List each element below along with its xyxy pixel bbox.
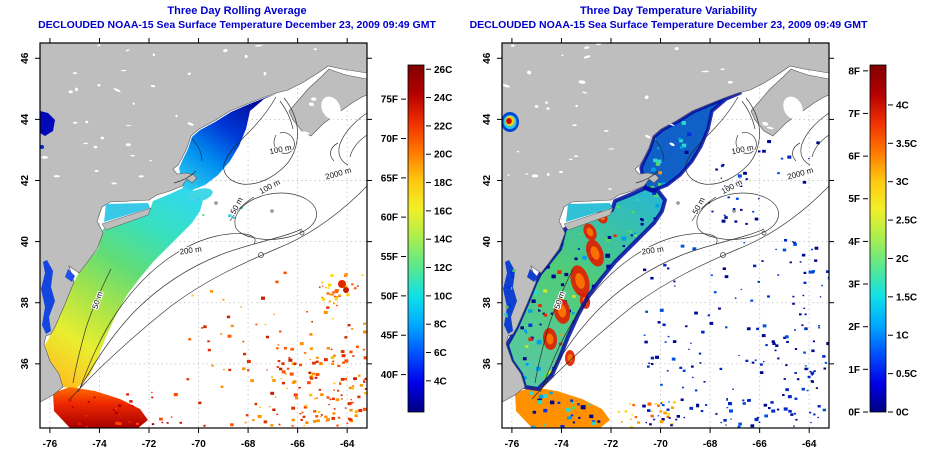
colorbar-c-label: 16C [434, 206, 452, 217]
colorbar-c-label: 1C [896, 331, 909, 342]
x-tick-label: -64 [802, 439, 817, 450]
bathymetry-contours [69, 96, 367, 400]
colorbar-gradient [869, 64, 887, 413]
land [502, 43, 829, 403]
sst-field [45, 93, 367, 428]
x-tick-label: -68 [703, 439, 718, 450]
panel-title: Three Day Rolling Average [167, 5, 307, 17]
colorbar: 8F 7F 6F 5F 4F 3F 2F 1F 0F 4C 3.5C 3C 2.5C 2C 1.5C 1C 0.… [848, 64, 917, 419]
x-tick-label: -72 [142, 439, 157, 450]
panel-subtitle: DECLOUDED NOAA-15 Sea Surface Temperatur… [469, 19, 868, 31]
y-tick-label: 44 [20, 113, 31, 125]
colorbar-f-label: 40F [381, 370, 398, 381]
colorbar-f-label: 0F [848, 408, 860, 419]
estuaries-sst [502, 112, 612, 334]
colorbar-c-label: 10C [434, 291, 452, 302]
colorbar-f-label: 55F [381, 252, 398, 263]
contour-label: 200 m [179, 244, 203, 256]
lake [321, 96, 341, 120]
colorbar-f-label: 1F [848, 365, 860, 376]
colorbar-c-label: 26C [434, 65, 452, 76]
colorbar-f-label: 60F [381, 213, 398, 224]
y-tick-label: 40 [482, 236, 493, 248]
colorbar-c-label: 0.5C [896, 369, 917, 380]
colorbar-f-label: 45F [381, 331, 398, 342]
y-tick-label: 42 [482, 175, 493, 187]
axis-tick-labels: -76 -74 -72 -70 -68 -66 -64 46 44 42 40 38 36 [20, 52, 355, 450]
colorbar-f-label: 5F [848, 194, 860, 205]
colorbar-c-label: 4C [896, 100, 909, 111]
land-lakes-flecks [502, 43, 782, 190]
x-tick-label: -66 [290, 439, 305, 450]
x-tick-label: -66 [752, 439, 767, 450]
colorbar-c-label: 4C [434, 376, 447, 387]
x-tick-label: -68 [241, 439, 256, 450]
land-lakes-flecks [41, 44, 317, 189]
colorbar-c-label: 6C [434, 348, 447, 359]
y-tick-label: 46 [482, 52, 493, 64]
colorbar-f-label: 8F [848, 66, 860, 77]
y-tick-label: 38 [482, 297, 493, 309]
panel-title: Three Day Temperature Variability [579, 5, 758, 17]
colorbar-c-label: 0C [896, 408, 909, 419]
colorbar-c-label: 2.5C [896, 216, 917, 227]
colorbar-f-label: 75F [381, 95, 398, 106]
colorbar: 75F 70F 65F 60F 55F 50F 45F 40F 26C 24C 22C 20C 18C 1… [381, 64, 452, 413]
panel-subtitle: DECLOUDED NOAA-15 Sea Surface Temperatur… [38, 19, 436, 31]
y-tick-label: 44 [482, 113, 493, 125]
x-tick-label: -70 [653, 439, 668, 450]
panel-rolling-average: Three Day Rolling Average DECLOUDED NOAA… [20, 5, 452, 450]
plot-border [501, 42, 830, 429]
y-tick-label: 36 [482, 358, 493, 370]
axis-tick-labels: -76 -74 -72 -70 -68 -66 -64 46 44 42 40 38 36 [482, 52, 817, 450]
colorbar-gradient [407, 64, 425, 413]
colorbar-f-label: 70F [381, 134, 398, 145]
colorbar-f-label: 3F [848, 280, 860, 291]
bathymetry-contours [531, 96, 829, 400]
x-tick-label: -76 [43, 439, 58, 450]
colorbar-c-label: 1.5C [896, 292, 917, 303]
colorbar-c-label: 22C [434, 121, 452, 132]
colorbar-c-label: 24C [434, 93, 452, 104]
x-tick-label: -72 [604, 439, 619, 450]
estuaries-sst [40, 111, 150, 334]
y-tick-label: 42 [20, 175, 31, 187]
colorbar-c-label: 20C [434, 150, 452, 161]
colorbar-c-label: 14C [434, 235, 452, 246]
colorbar-f-label: 2F [848, 322, 860, 333]
x-tick-label: -64 [340, 439, 355, 450]
x-tick-label: -70 [191, 439, 206, 450]
contour-label: 200 m [641, 244, 665, 256]
lake [783, 96, 803, 120]
y-tick-label: 38 [20, 297, 31, 309]
y-tick-label: 40 [20, 236, 31, 248]
colorbar-c-label: 2C [896, 254, 909, 265]
x-tick-label: -76 [505, 439, 520, 450]
colorbar-f-label: 7F [848, 109, 860, 120]
y-tick-label: 36 [20, 358, 31, 370]
x-tick-label: -74 [92, 439, 107, 450]
colorbar-f-label: 4F [848, 237, 860, 248]
x-tick-label: -74 [554, 439, 569, 450]
axes [497, 38, 834, 433]
panel-variability: Three Day Temperature Variability DECLOU… [462, 0, 950, 475]
colorbar-c-label: 3C [896, 177, 909, 188]
colorbar-c-label: 18C [434, 178, 452, 189]
colorbar-c-label: 3.5C [896, 139, 917, 150]
land [40, 43, 367, 403]
y-tick-label: 46 [20, 52, 31, 64]
colorbar-c-label: 8C [434, 320, 447, 331]
plot-border [39, 42, 368, 429]
colorbar-f-label: 65F [381, 173, 398, 184]
colorbar-f-label: 6F [848, 152, 860, 163]
colorbar-c-label: 12C [434, 263, 452, 274]
colorbar-f-label: 50F [381, 291, 398, 302]
axes [35, 38, 372, 433]
